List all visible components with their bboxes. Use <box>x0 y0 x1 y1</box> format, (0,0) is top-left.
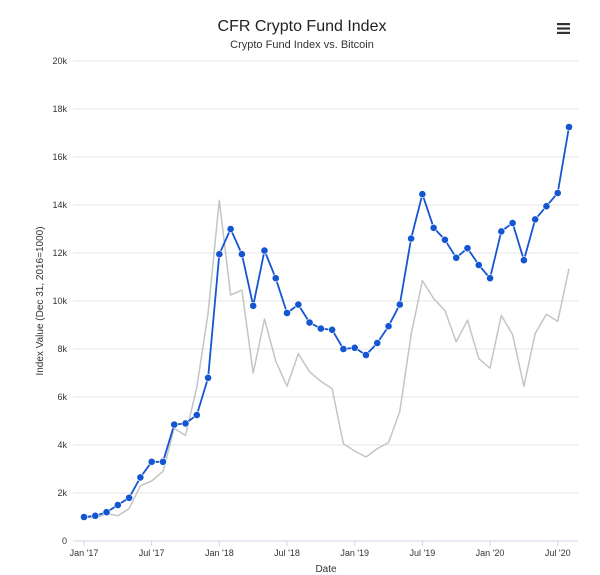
data-point[interactable] <box>271 274 280 283</box>
bitcoin-line <box>83 199 570 519</box>
data-point[interactable] <box>452 253 461 262</box>
x-tick-label: Jan '19 <box>340 548 369 558</box>
data-point[interactable] <box>519 256 528 265</box>
data-point[interactable] <box>204 373 212 382</box>
chart-subtitle: Crypto Fund Index vs. Bitcoin <box>230 39 374 51</box>
y-axis-title: Index Value (Dec 31, 2016=1000) <box>35 226 46 375</box>
grid-lines <box>73 60 578 542</box>
data-point[interactable] <box>305 318 314 327</box>
data-point[interactable] <box>238 250 246 259</box>
x-axis-ticks: Jan '17 Jul '17 Jan '18 Jul '18 Jan '19 Jul '… <box>70 541 571 558</box>
y-axis-ticks: 0 2k 4k 6k 8k 10k 12k 14k 16k 18k 20k <box>52 56 67 546</box>
series-lines <box>80 123 573 521</box>
data-point[interactable] <box>395 300 404 309</box>
data-point[interactable] <box>125 493 134 502</box>
data-point[interactable] <box>542 202 551 211</box>
data-point[interactable] <box>339 345 348 353</box>
data-point[interactable] <box>418 190 427 199</box>
data-point[interactable] <box>170 420 179 429</box>
data-point[interactable] <box>474 261 483 269</box>
x-tick-label: Jul '20 <box>545 548 571 558</box>
x-tick-label: Jul '19 <box>410 548 436 558</box>
data-point[interactable] <box>283 309 291 317</box>
data-point[interactable] <box>486 274 494 283</box>
x-tick-label: Jan '20 <box>476 548 505 558</box>
y-tick-label: 10k <box>52 296 67 306</box>
data-point[interactable] <box>181 419 190 428</box>
y-tick-label: 2k <box>57 488 67 498</box>
data-point[interactable] <box>294 300 303 309</box>
x-tick-label: Jan '18 <box>205 548 234 558</box>
y-tick-label: 18k <box>52 104 67 114</box>
y-tick-label: 6k <box>57 392 67 402</box>
hamburger-menu-icon[interactable] <box>557 23 570 34</box>
data-point[interactable] <box>407 234 415 243</box>
data-point[interactable] <box>226 225 235 233</box>
data-point[interactable] <box>147 457 156 466</box>
data-point[interactable] <box>260 246 269 255</box>
data-point[interactable] <box>553 189 562 197</box>
y-tick-label: 14k <box>52 200 67 210</box>
data-point[interactable] <box>249 301 258 310</box>
data-point[interactable] <box>565 123 573 131</box>
data-point[interactable] <box>350 343 359 352</box>
y-tick-label: 12k <box>52 248 67 258</box>
y-tick-label: 4k <box>57 440 67 450</box>
data-point[interactable] <box>136 473 145 482</box>
y-tick-label: 8k <box>57 344 67 354</box>
data-point[interactable] <box>429 223 438 232</box>
data-point[interactable] <box>80 513 88 521</box>
y-tick-label: 20k <box>52 56 67 66</box>
chart-title: CFR Crypto Fund Index <box>218 18 387 35</box>
x-tick-label: Jul '17 <box>139 548 165 558</box>
data-point[interactable] <box>531 215 540 224</box>
data-point[interactable] <box>328 325 337 334</box>
data-point[interactable] <box>463 244 472 253</box>
data-point[interactable] <box>102 508 111 517</box>
data-point[interactable] <box>316 324 325 333</box>
x-axis-title: Date <box>315 564 337 575</box>
x-tick-label: Jul '18 <box>274 548 300 558</box>
fund-index-line <box>83 126 570 518</box>
data-point[interactable] <box>497 227 506 236</box>
data-point[interactable] <box>113 501 122 509</box>
x-tick-label: Jan '17 <box>70 548 99 558</box>
data-point[interactable] <box>384 322 393 331</box>
y-tick-label: 16k <box>52 152 67 162</box>
y-tick-label: 0 <box>62 536 67 546</box>
data-point[interactable] <box>215 250 224 259</box>
data-point[interactable] <box>192 411 201 419</box>
data-point[interactable] <box>362 351 370 359</box>
data-point[interactable] <box>441 235 449 244</box>
data-point[interactable] <box>508 219 517 227</box>
data-point[interactable] <box>91 511 100 520</box>
data-point[interactable] <box>159 457 167 466</box>
data-point[interactable] <box>373 339 382 347</box>
